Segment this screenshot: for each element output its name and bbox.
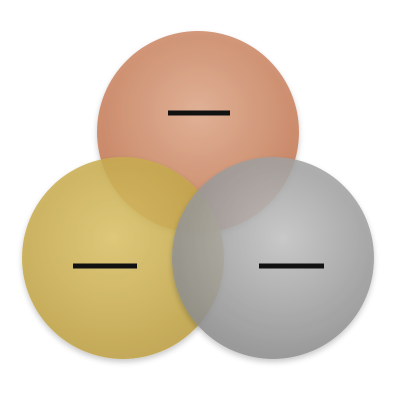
venn-circle-right <box>172 157 374 359</box>
venn-circle-left <box>22 157 224 359</box>
